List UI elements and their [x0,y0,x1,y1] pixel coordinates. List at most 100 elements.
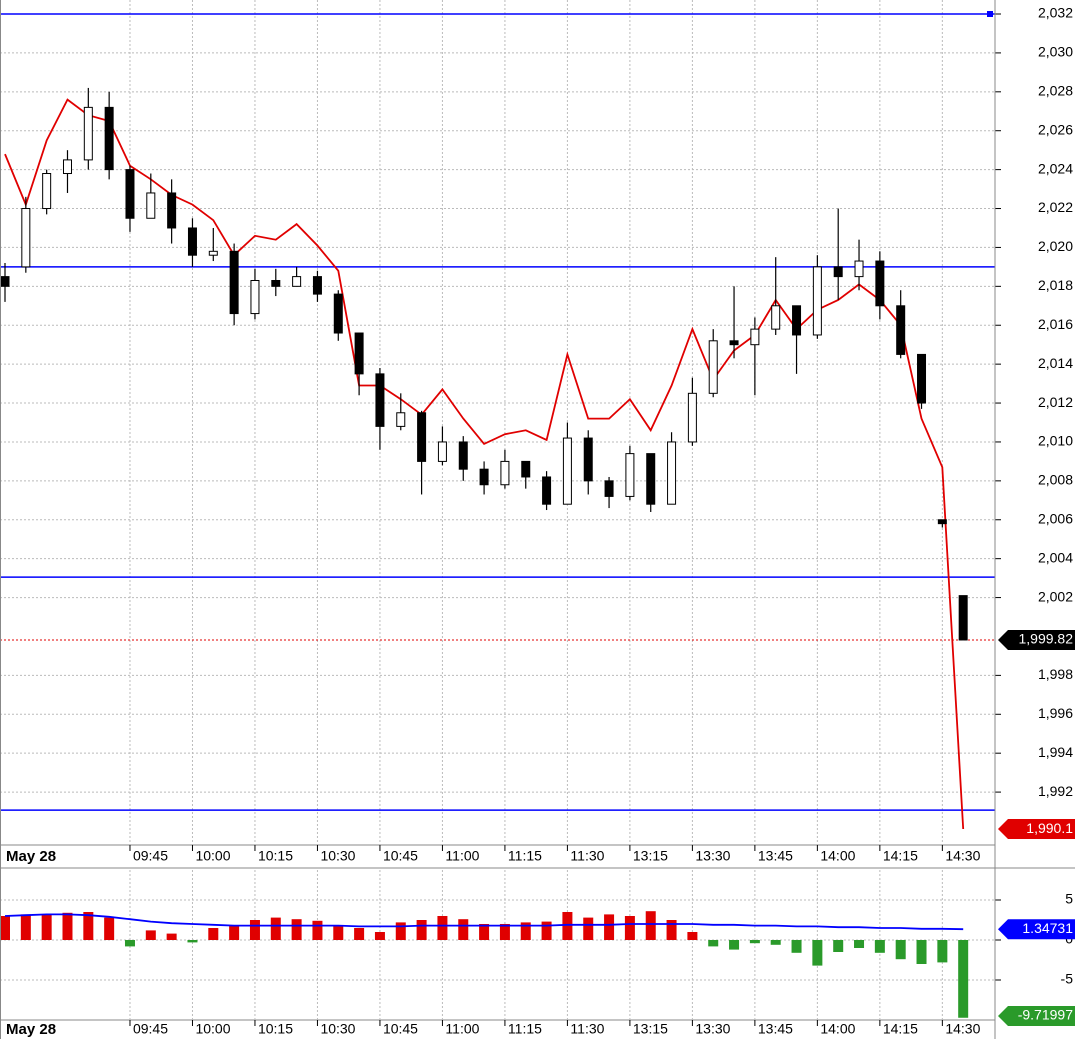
x-tick-label: 14:00 [820,1021,855,1037]
candle-body [771,305,781,330]
histogram-bar [583,917,594,940]
x-tick-label: 13:15 [633,848,668,864]
price-tag [998,1006,1075,1026]
y-tick-label: 2,020 [1038,238,1073,254]
histogram-bar [270,917,281,940]
y-tick-label: 5 [1065,891,1073,907]
price-tag-label: 1.34731 [1022,920,1073,936]
x-tick-label: 13:45 [758,1021,793,1037]
histogram-bar [562,912,573,940]
y-tick-label: 2,022 [1038,199,1073,215]
candle-body [792,305,802,336]
candle-body [562,437,572,505]
candle-body [292,276,302,287]
y-tick-label: 2,008 [1038,472,1073,488]
histogram-bar [666,920,677,940]
histogram-bar [83,912,94,940]
candle-body [0,276,10,287]
histogram-bar [499,924,510,940]
candle-body [958,595,968,641]
candle-body [479,468,489,486]
price-tag-label: -9.71997 [1018,1007,1073,1023]
candle-body [417,412,427,462]
histogram-bar [895,940,906,960]
x-tick-label: 10:15 [258,848,293,864]
candle-body [62,159,72,175]
candle-body [208,250,218,256]
histogram-bar [437,916,448,940]
candle-body [854,260,864,278]
candle-body [125,169,135,219]
histogram-bar [791,940,802,953]
candle-body [187,227,197,256]
x-tick-label: 13:15 [633,1021,668,1037]
candle-body [583,437,593,482]
y-tick-label: 1,996 [1038,705,1073,721]
histogram-bar [770,940,781,945]
y-tick-label: 1,992 [1038,783,1073,799]
histogram-bar [729,940,740,950]
histogram-bar [20,914,31,940]
candle-body [396,412,406,427]
candle-body [875,260,885,307]
x-tick-label: 14:30 [945,848,980,864]
candle-body [812,266,822,336]
x-tick-label: 11:00 [445,848,479,864]
histogram-bar [708,940,719,947]
x-tick-label: 14:15 [883,1021,918,1037]
histogram-bar [833,940,844,952]
y-tick-label: 2,004 [1038,549,1073,565]
x-tick-label: 13:30 [695,848,730,864]
x-tick-label: 10:00 [195,1021,230,1037]
y-tick-label: 2,018 [1038,277,1073,293]
histogram-bar [520,922,531,940]
x-tick-label: 11:30 [570,1021,604,1037]
x-tick-label: 11:15 [508,1021,542,1037]
candle-body [542,476,552,505]
y-tick-label: 2,030 [1038,44,1073,60]
y-tick-label: 2,006 [1038,510,1073,526]
x-tick-label: 09:45 [133,1021,168,1037]
candle-body [229,250,239,315]
histogram-bar [354,928,365,940]
candle-body [167,192,177,229]
histogram-bar [229,925,240,940]
candle-body [750,328,760,346]
histogram-bar [124,940,135,947]
candle-body [83,106,93,161]
histogram-bar [0,916,10,940]
x-tick-label: 14:15 [883,848,918,864]
histogram-bar [291,919,302,940]
histogram-bar [541,921,552,940]
candle-body [104,106,114,171]
y-tick-label: 2,016 [1038,316,1073,332]
y-tick-label: 1,998 [1038,666,1073,682]
x-tick-label: 14:30 [945,1021,980,1037]
y-tick-label: 2,010 [1038,433,1073,449]
y-tick-label: 2,024 [1038,160,1073,176]
histogram-bar [166,933,177,940]
x-tick-label: 11:15 [508,848,542,864]
level-handle [987,11,993,18]
price-tag [998,819,1075,840]
candle-body [146,192,156,219]
x-tick-label: 13:45 [758,848,793,864]
histogram-bar [395,922,406,940]
y-tick-label: 1,994 [1038,744,1073,760]
candle-body [833,266,843,278]
x-tick-label: 10:00 [195,848,230,864]
histogram-bar [416,920,427,940]
candle-body [21,208,31,268]
histogram-bar [374,932,385,940]
histogram-bar [958,940,969,1018]
x-tick-label: 10:30 [320,1021,355,1037]
histogram-bar [208,928,219,940]
y-tick-label: 2,032 [1038,5,1073,21]
candle-body [687,392,697,443]
y-tick-label: 2,002 [1038,588,1073,604]
candle-body [271,279,281,287]
candle-body [729,340,739,346]
candle-body [937,519,947,525]
candle-body [521,460,531,478]
